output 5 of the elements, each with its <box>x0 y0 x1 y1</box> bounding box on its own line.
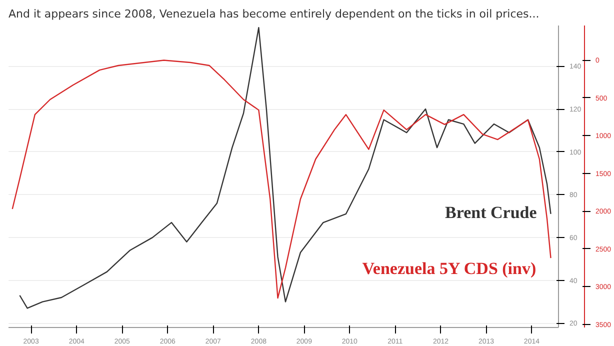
line-series <box>12 60 552 299</box>
series-label: Brent Crude <box>445 202 538 222</box>
series-label: Venezuela 5Y CDS (inv) <box>362 259 536 278</box>
line-series <box>19 27 552 309</box>
chart-title: And it appears since 2008, Venezuela has become entirely dependent on the ticks in oil prices... <box>8 8 540 20</box>
